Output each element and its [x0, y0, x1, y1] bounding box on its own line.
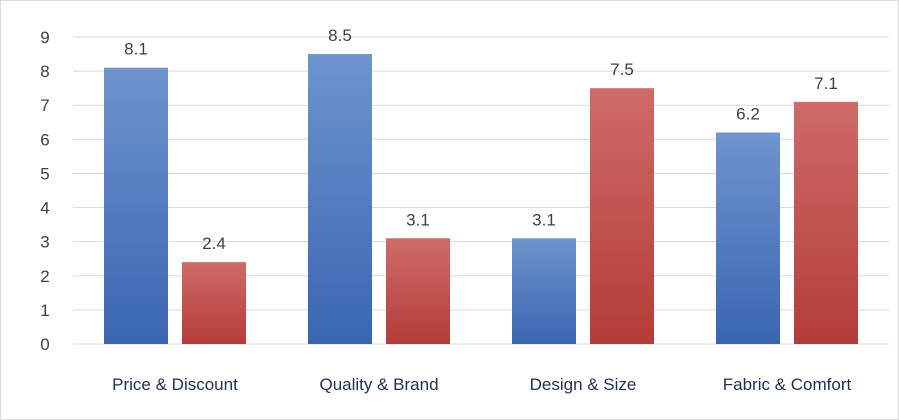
bar-series2-1 [182, 262, 246, 344]
data-label-series1-4: 6.2 [736, 105, 760, 124]
y-tick-label-2: 2 [40, 267, 49, 286]
data-label-series2-1: 2.4 [202, 234, 226, 253]
y-tick-label-4: 4 [40, 199, 49, 218]
data-label-series1-3: 3.1 [532, 210, 556, 229]
bars [104, 54, 858, 345]
data-label-series1-2: 8.5 [328, 26, 352, 45]
bar-series2-4 [794, 101, 858, 344]
data-label-series1-1: 8.1 [124, 40, 148, 59]
y-tick-label-7: 7 [40, 96, 49, 115]
bar-series1-2 [308, 54, 372, 345]
category-label-1: Price & Discount [112, 375, 238, 394]
y-tick-label-8: 8 [40, 62, 49, 81]
bar-series2-2 [386, 238, 450, 344]
y-tick-label-1: 1 [40, 301, 49, 320]
y-tick-label-3: 3 [40, 233, 49, 252]
y-tick-label-9: 9 [40, 28, 49, 47]
data-label-series2-3: 7.5 [610, 60, 634, 79]
category-label-4: Fabric & Comfort [723, 375, 852, 394]
x-axis-categories: Price & Discount Quality & Brand Design & … [112, 375, 851, 394]
category-label-3: Design & Size [530, 375, 637, 394]
bar-series1-3 [512, 238, 576, 344]
y-tick-label-6: 6 [40, 130, 49, 149]
bar-series1-4 [716, 132, 780, 344]
bar-series2-3 [590, 88, 654, 345]
y-tick-label-5: 5 [40, 164, 49, 183]
bar-series1-1 [104, 67, 168, 344]
y-tick-label-0: 0 [40, 335, 49, 354]
y-axis-ticks: 0 1 2 3 4 5 6 7 8 9 [40, 28, 49, 354]
data-label-series2-2: 3.1 [406, 210, 430, 229]
category-label-2: Quality & Brand [319, 375, 438, 394]
data-label-series2-4: 7.1 [814, 74, 838, 93]
data-labels: 8.1 2.4 8.5 3.1 3.1 7.5 6.2 7.1 [124, 26, 838, 253]
